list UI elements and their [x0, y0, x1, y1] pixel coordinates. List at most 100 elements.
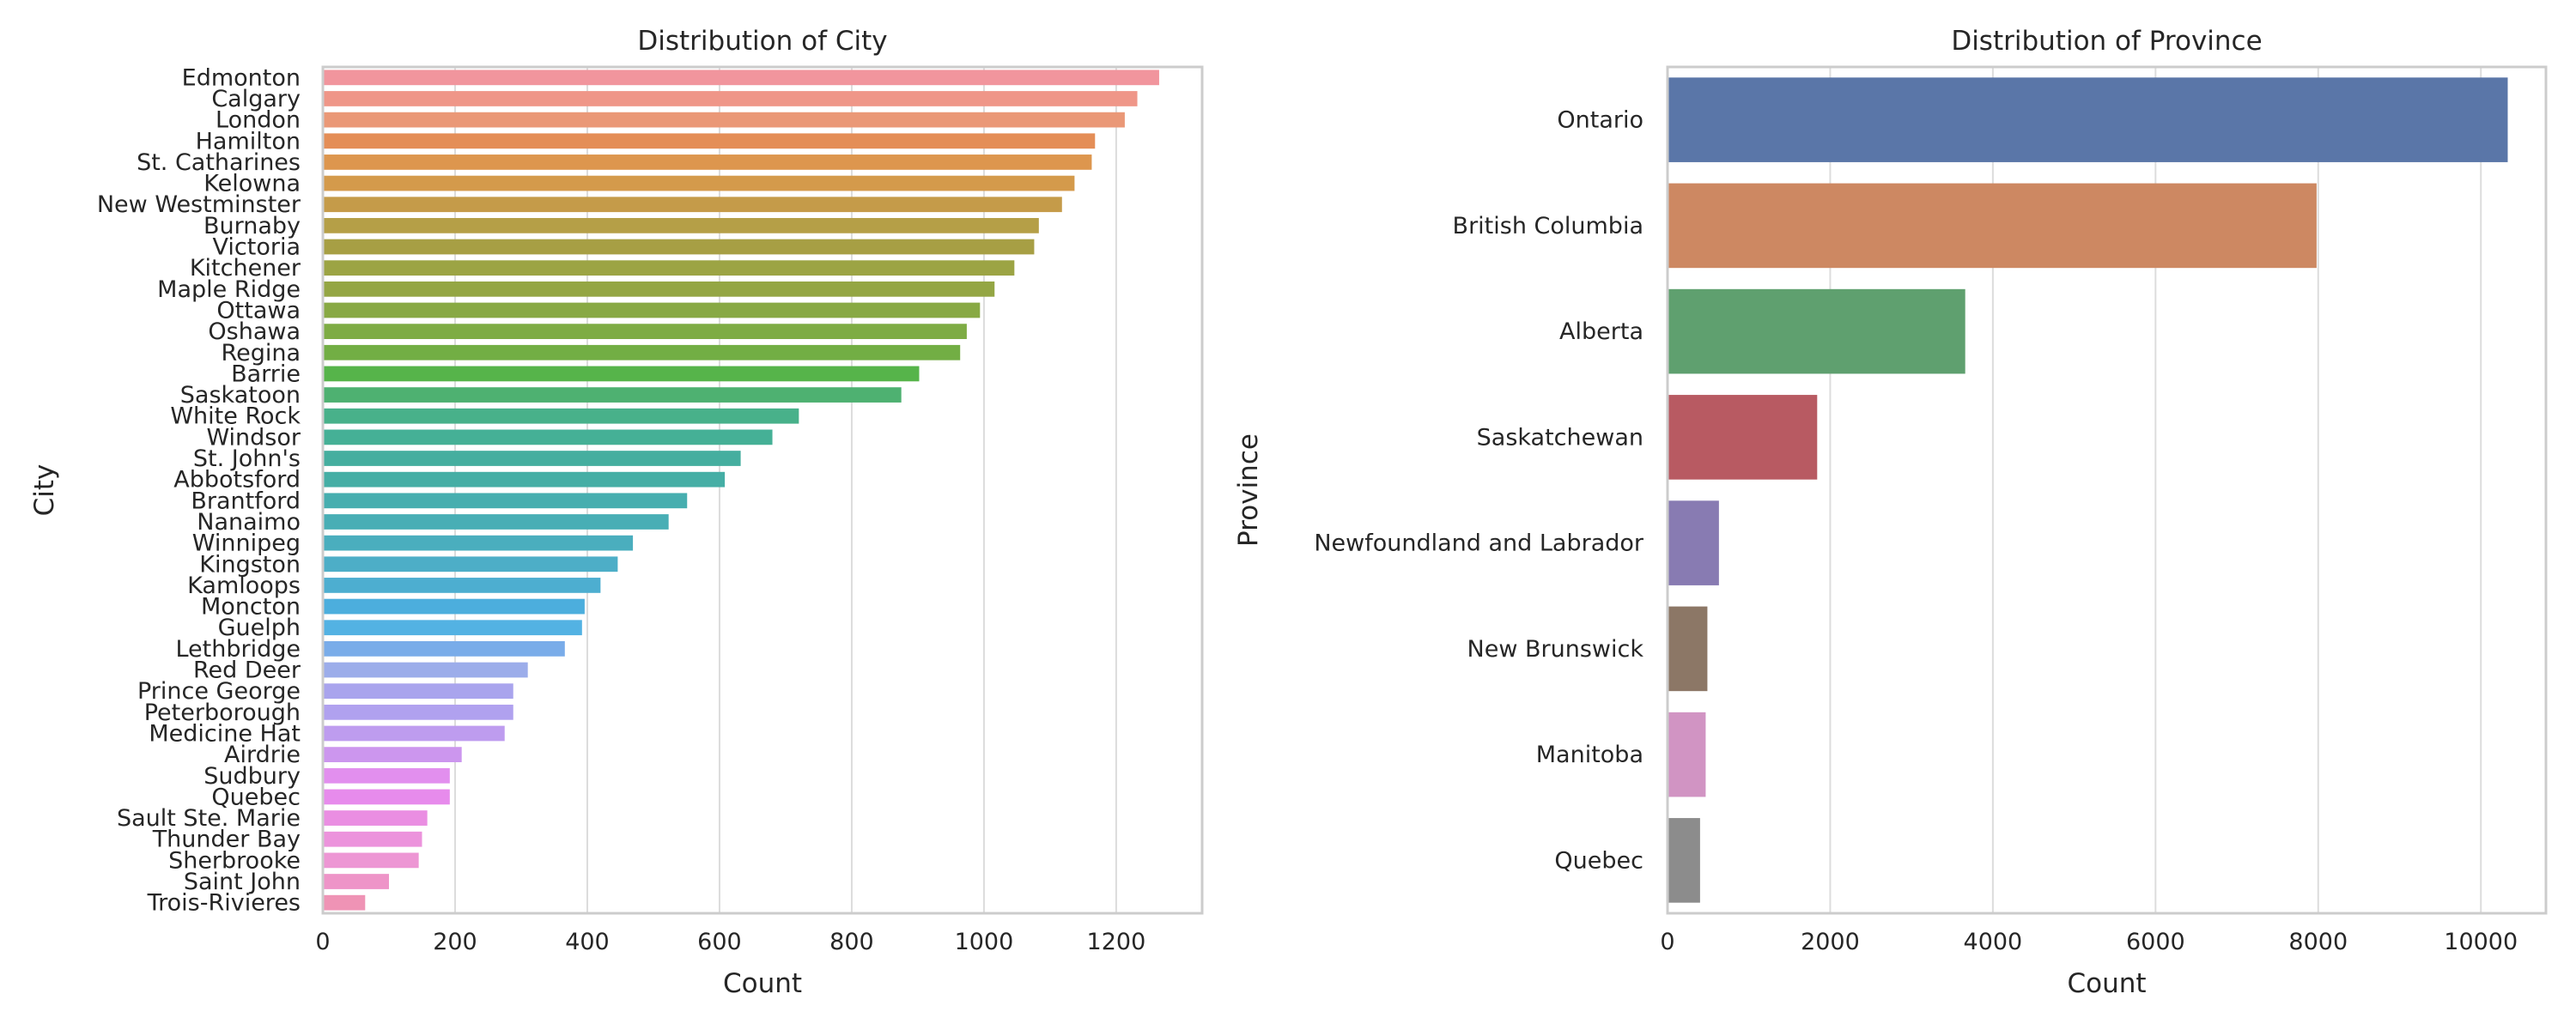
x-tick-label: 600	[697, 929, 742, 955]
category-label: Brantford	[191, 488, 301, 514]
bar	[1668, 395, 1818, 480]
category-label: Hamilton	[196, 128, 301, 154]
category-label: Edmonton	[182, 64, 301, 91]
category-label: Kitchener	[190, 255, 301, 282]
bar	[323, 408, 799, 424]
bar	[323, 471, 726, 488]
bar	[323, 451, 741, 466]
category-label: Winnipeg	[192, 530, 301, 557]
bar	[323, 641, 565, 657]
bar	[323, 704, 513, 720]
bar	[1668, 818, 1700, 903]
category-label: Sault Ste. Marie	[117, 805, 301, 832]
category-label: Saskatoon	[180, 382, 301, 409]
bar	[323, 133, 1096, 149]
bar	[323, 598, 585, 615]
category-label: Prince George	[137, 678, 301, 705]
category-label: Burnaby	[204, 213, 301, 239]
bar	[323, 514, 669, 530]
category-label: Kamloops	[187, 573, 301, 599]
category-label: Abbotsford	[173, 467, 301, 494]
category-label: Trois-Rivieres	[147, 890, 301, 917]
category-label: Sherbrooke	[168, 847, 301, 874]
category-label: Thunder Bay	[152, 827, 301, 853]
category-label: Ottawa	[216, 297, 301, 324]
bar	[323, 91, 1138, 106]
bar	[323, 302, 981, 318]
bar	[323, 874, 389, 889]
bar	[323, 260, 1015, 276]
y-axis-label: Province	[1233, 433, 1264, 547]
category-label: Victoria	[213, 234, 301, 261]
category-label: Saskatchewan	[1477, 424, 1643, 451]
category-label: British Columbia	[1453, 213, 1643, 239]
bar	[323, 535, 634, 551]
category-label: White Rock	[170, 403, 301, 430]
category-label: Saint John	[184, 869, 301, 895]
bar	[1668, 712, 1706, 797]
province-chart: 0 2000 4000 6000 8000 10000 Ontario British Col…	[1233, 26, 2548, 999]
x-tick-label: 10000	[2444, 929, 2518, 955]
category-label: Newfoundland and Labrador	[1314, 530, 1644, 557]
bar	[323, 725, 505, 742]
bar	[323, 578, 601, 593]
plot-frame	[1666, 65, 2548, 915]
category-label: Windsor	[206, 424, 301, 451]
category-label: Regina	[222, 340, 301, 367]
chart-title: Distribution of Province	[1951, 26, 2262, 57]
category-label: Quebec	[211, 784, 301, 810]
category-label: Moncton	[201, 594, 301, 621]
category-label: Barrie	[231, 360, 301, 387]
bar	[1668, 288, 1965, 374]
x-tick-label: 200	[433, 929, 477, 955]
category-label: St. John's	[193, 445, 301, 472]
bar	[323, 747, 462, 762]
bar	[323, 894, 366, 911]
x-tick-label: 0	[315, 929, 330, 955]
bar	[1668, 606, 1708, 692]
bar	[323, 197, 1062, 213]
city-chart: 0 200 400 600 800 1000 1200 EdmontonCalgaryLond…	[29, 26, 1204, 999]
bar	[323, 324, 967, 339]
x-tick-label: 1200	[1087, 929, 1146, 955]
category-label: Nanaimo	[197, 509, 301, 536]
bar	[323, 683, 513, 700]
category-label: St. Catharines	[137, 149, 301, 176]
bar	[323, 366, 920, 382]
bar	[323, 810, 428, 826]
bar	[323, 112, 1125, 128]
category-label: Calgary	[211, 86, 301, 112]
bar	[323, 175, 1075, 191]
bar	[323, 767, 450, 784]
category-label: New Brunswick	[1467, 636, 1644, 663]
bar	[323, 344, 961, 360]
bar	[323, 387, 902, 403]
bar	[323, 852, 419, 869]
bar	[323, 789, 450, 805]
x-tick-label: 8000	[2288, 929, 2348, 955]
bar	[323, 70, 1159, 86]
category-label: London	[216, 107, 301, 134]
bar	[323, 154, 1092, 170]
bar	[323, 556, 618, 573]
category-label: Peterborough	[144, 700, 301, 726]
category-label: Quebec	[1554, 847, 1643, 874]
x-tick-label: 0	[1660, 929, 1674, 955]
x-axis-label: Count	[2067, 968, 2146, 999]
x-tick-label: 1000	[955, 929, 1014, 955]
bar	[323, 620, 582, 636]
x-axis-label: Count	[723, 968, 802, 999]
bar	[1668, 500, 1719, 585]
x-tick-label: 2000	[1801, 929, 1860, 955]
category-label: Maple Ridge	[157, 276, 301, 303]
category-label: Airdrie	[224, 742, 301, 768]
bar	[323, 831, 422, 847]
category-label: Guelph	[218, 615, 301, 641]
bar	[1668, 77, 2508, 162]
category-label: Kelowna	[204, 171, 301, 197]
category-label: New Westminster	[97, 191, 301, 218]
bar	[323, 281, 995, 297]
bar	[323, 493, 688, 509]
x-tick-label: 800	[829, 929, 874, 955]
